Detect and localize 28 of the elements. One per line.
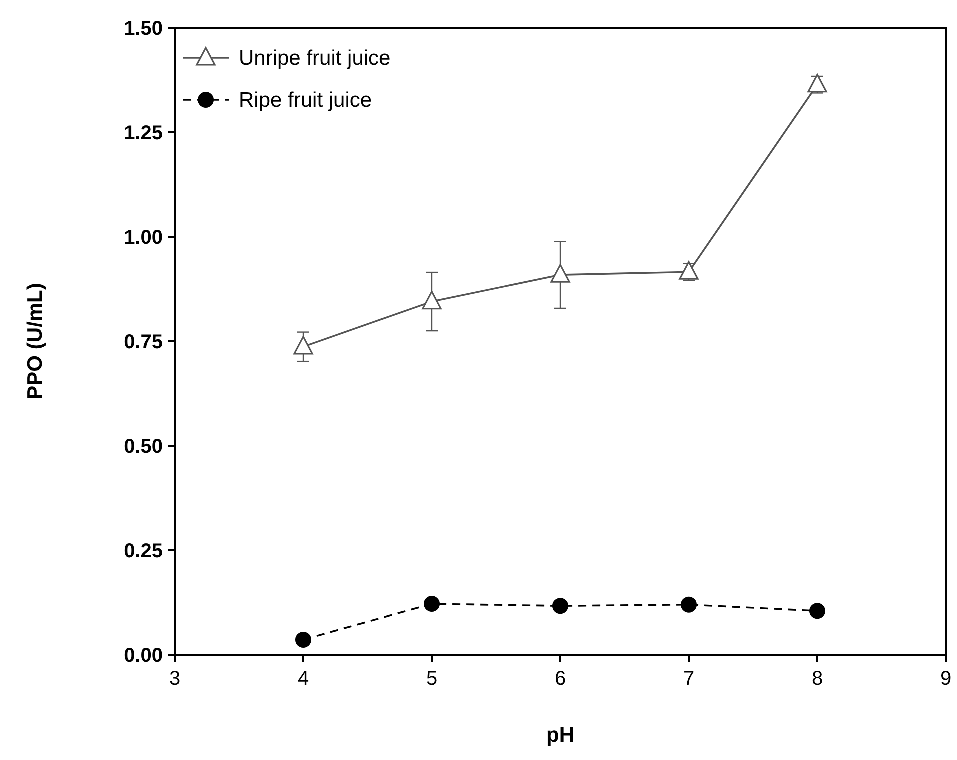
x-tick-label: 6 bbox=[554, 668, 566, 690]
y-tick-label: 1.25 bbox=[124, 122, 163, 144]
legend-label: Unripe fruit juice bbox=[239, 47, 391, 70]
point bbox=[424, 596, 440, 612]
y-tick-label: 0.75 bbox=[124, 332, 163, 354]
point bbox=[550, 264, 570, 283]
legend-label: Ripe fruit juice bbox=[239, 89, 372, 112]
y-tick-label: 0.00 bbox=[124, 645, 163, 667]
point bbox=[808, 74, 828, 93]
x-tick-label: 3 bbox=[169, 668, 181, 690]
x-tick-label: 8 bbox=[812, 668, 824, 690]
y-tick-label: 1.50 bbox=[124, 18, 163, 40]
point bbox=[810, 603, 826, 620]
x-tick-label: 5 bbox=[426, 668, 438, 690]
point bbox=[296, 632, 312, 648]
point bbox=[679, 261, 699, 280]
y-axis-title: PPO (U/mL) bbox=[24, 283, 47, 400]
x-tick-label: 9 bbox=[940, 668, 952, 690]
x-tick-label: 4 bbox=[298, 668, 310, 690]
x-tick-label: 7 bbox=[683, 668, 695, 690]
x-axis-title: pH bbox=[546, 724, 574, 747]
point bbox=[552, 598, 568, 614]
point bbox=[294, 336, 314, 355]
y-tick-label: 0.25 bbox=[124, 540, 163, 562]
point bbox=[422, 290, 442, 310]
point bbox=[681, 596, 697, 613]
y-tick-label: 1.00 bbox=[124, 227, 163, 249]
y-tick-label: 0.50 bbox=[124, 436, 163, 458]
